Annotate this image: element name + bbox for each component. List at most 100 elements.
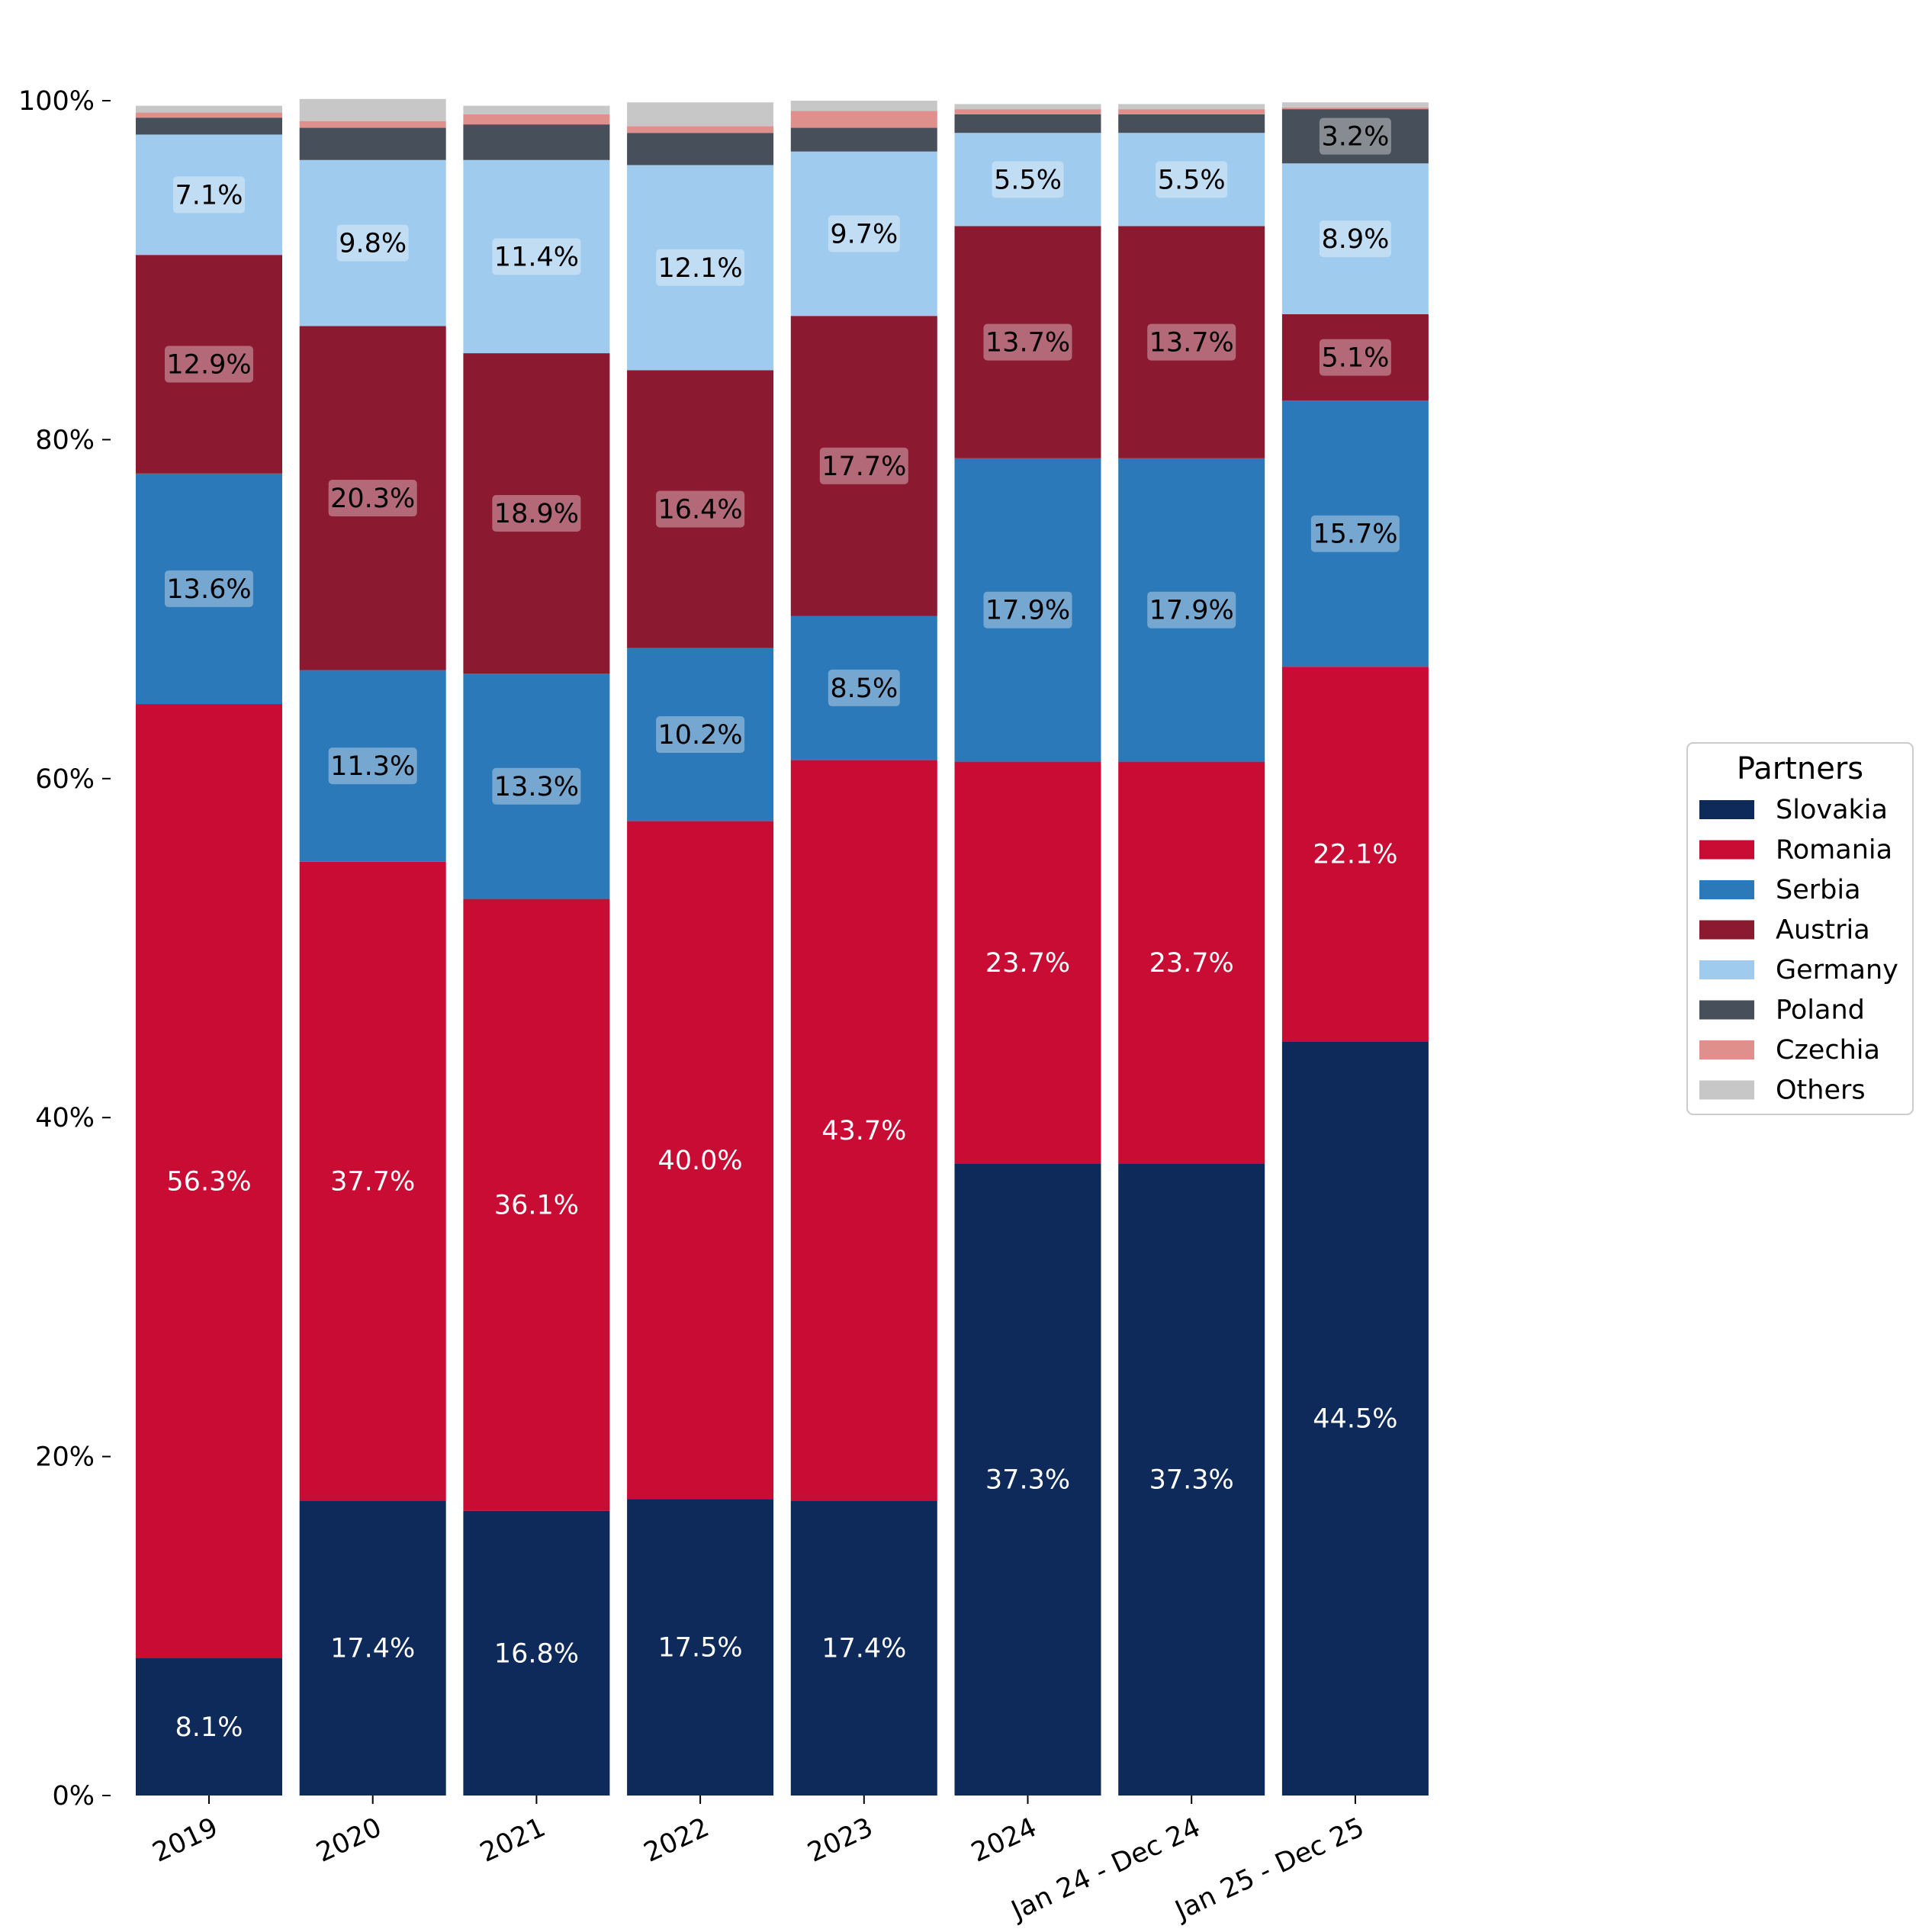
bar-segment-poland [1281,109,1429,164]
x-tick-label: 2021 [476,1812,551,1869]
data-label-serbia: 15.7% [1313,519,1397,550]
data-label-austria: 12.9% [166,350,251,381]
legend-label-romania: Romania [1776,835,1892,866]
data-label-germany: 11.4% [494,242,579,272]
data-label-serbia: 17.9% [1149,596,1234,626]
data-label-box [1156,161,1228,198]
data-label-box [1147,323,1236,361]
bar-segment-czechia [954,109,1101,114]
legend-swatch-germany [1699,960,1754,979]
x-tick-label: 2024 [967,1812,1042,1869]
bar-segment-serbia [954,458,1101,762]
data-label-germany: 12.1% [658,253,743,284]
data-label-box [336,224,409,262]
data-label-slovakia: 17.5% [658,1633,743,1664]
data-label-romania: 23.7% [1149,948,1234,979]
data-label-box [1310,515,1400,552]
legend-swatch-others [1699,1080,1754,1100]
bar-stack [790,101,937,1796]
bar-segment-romania [136,704,282,1659]
x-tick-label: 2020 [312,1812,387,1869]
bar-segment-slovakia [463,1510,610,1796]
data-label-serbia: 10.2% [658,720,743,751]
bar-segment-serbia [299,670,446,862]
y-tick-label: 0% [52,1781,95,1812]
data-label-germany: 5.5% [994,165,1062,195]
data-label-box [992,161,1064,198]
legend-label-austria: Austria [1776,915,1870,946]
bar-segment-romania [790,760,937,1501]
data-label-box [165,346,253,383]
data-label-slovakia: 17.4% [821,1634,906,1664]
data-label-germany: 7.1% [175,180,243,211]
bar-stack [136,105,282,1796]
legend-swatch-czechia [1699,1040,1754,1059]
legend-label-czechia: Czechia [1776,1035,1880,1066]
legend-swatch-slovakia [1699,800,1754,819]
bar-segment-others [463,105,610,114]
bar-segment-czechia [1118,109,1265,114]
bar-segment-austria [136,255,282,474]
bar-segment-poland [463,124,610,160]
bar-stack [954,104,1101,1796]
bar-segment-austria [627,370,774,648]
legend-swatch-romania [1699,840,1754,860]
legend-swatch-serbia [1699,880,1754,899]
bar-segment-others [299,98,446,121]
data-label-slovakia: 8.1% [175,1712,243,1743]
bar-segment-austria [299,326,446,670]
bar-segment-poland [136,117,282,135]
bar-segment-austria [790,316,937,616]
bar-segment-germany [1281,163,1429,314]
data-label-box [492,495,581,532]
bar-segment-slovakia [790,1500,937,1796]
bar-segment-others [136,105,282,113]
legend-label-slovakia: Slovakia [1776,795,1888,825]
data-label-serbia: 17.9% [985,596,1070,626]
data-label-poland: 3.2% [1321,122,1389,153]
legend-label-poland: Poland [1776,995,1865,1026]
data-label-box [656,716,745,754]
data-label-box [819,447,908,484]
bar-segment-germany [954,133,1101,227]
bar-segment-slovakia [627,1499,774,1796]
bar-segment-czechia [463,114,610,125]
bar-segment-romania [627,821,774,1500]
data-label-romania: 23.7% [985,948,1070,979]
data-label-box [1319,339,1391,376]
data-label-box [492,767,581,805]
legend-items: Slovakia Romania Serbia Austria Germany Polan… [1699,795,1898,1106]
y-tick-label: 100% [18,86,95,117]
data-label-romania: 56.3% [166,1167,251,1198]
bar-segment-poland [954,114,1101,133]
data-label-slovakia: 44.5% [1313,1404,1397,1435]
bar-segment-czechia [1281,107,1429,110]
data-label-germany: 5.5% [1158,165,1226,195]
bar-segment-romania [1118,761,1265,1164]
y-tick-label: 20% [35,1442,95,1473]
data-label-box [328,747,417,785]
bar-segment-slovakia [954,1163,1101,1796]
bar-segment-romania [463,899,610,1511]
bar-segment-czechia [790,111,937,128]
data-label-austria: 13.7% [985,328,1070,358]
data-label-box [983,323,1072,361]
data-label-box [492,238,581,275]
data-label-slovakia: 16.8% [494,1638,579,1669]
legend-label-others: Others [1776,1075,1866,1106]
x-tick-label: 2023 [803,1812,878,1869]
y-tick-label: 80% [35,425,95,455]
bars: 8.1% 56.3% 13.6% 12.9% 7.1% 17.4% 37.7% 11.3% 20… [136,98,1429,1796]
y-tick-label: 60% [35,764,95,795]
data-label-serbia: 8.5% [830,674,898,704]
data-label-austria: 5.1% [1321,343,1389,374]
x-tick-label: 2019 [148,1812,223,1869]
bar-segment-serbia [627,648,774,821]
data-label-austria: 17.7% [821,452,906,482]
bar-segment-austria [463,353,610,674]
bar-segment-serbia [790,616,937,760]
legend-label-serbia: Serbia [1776,875,1861,905]
data-label-serbia: 13.6% [166,574,251,605]
